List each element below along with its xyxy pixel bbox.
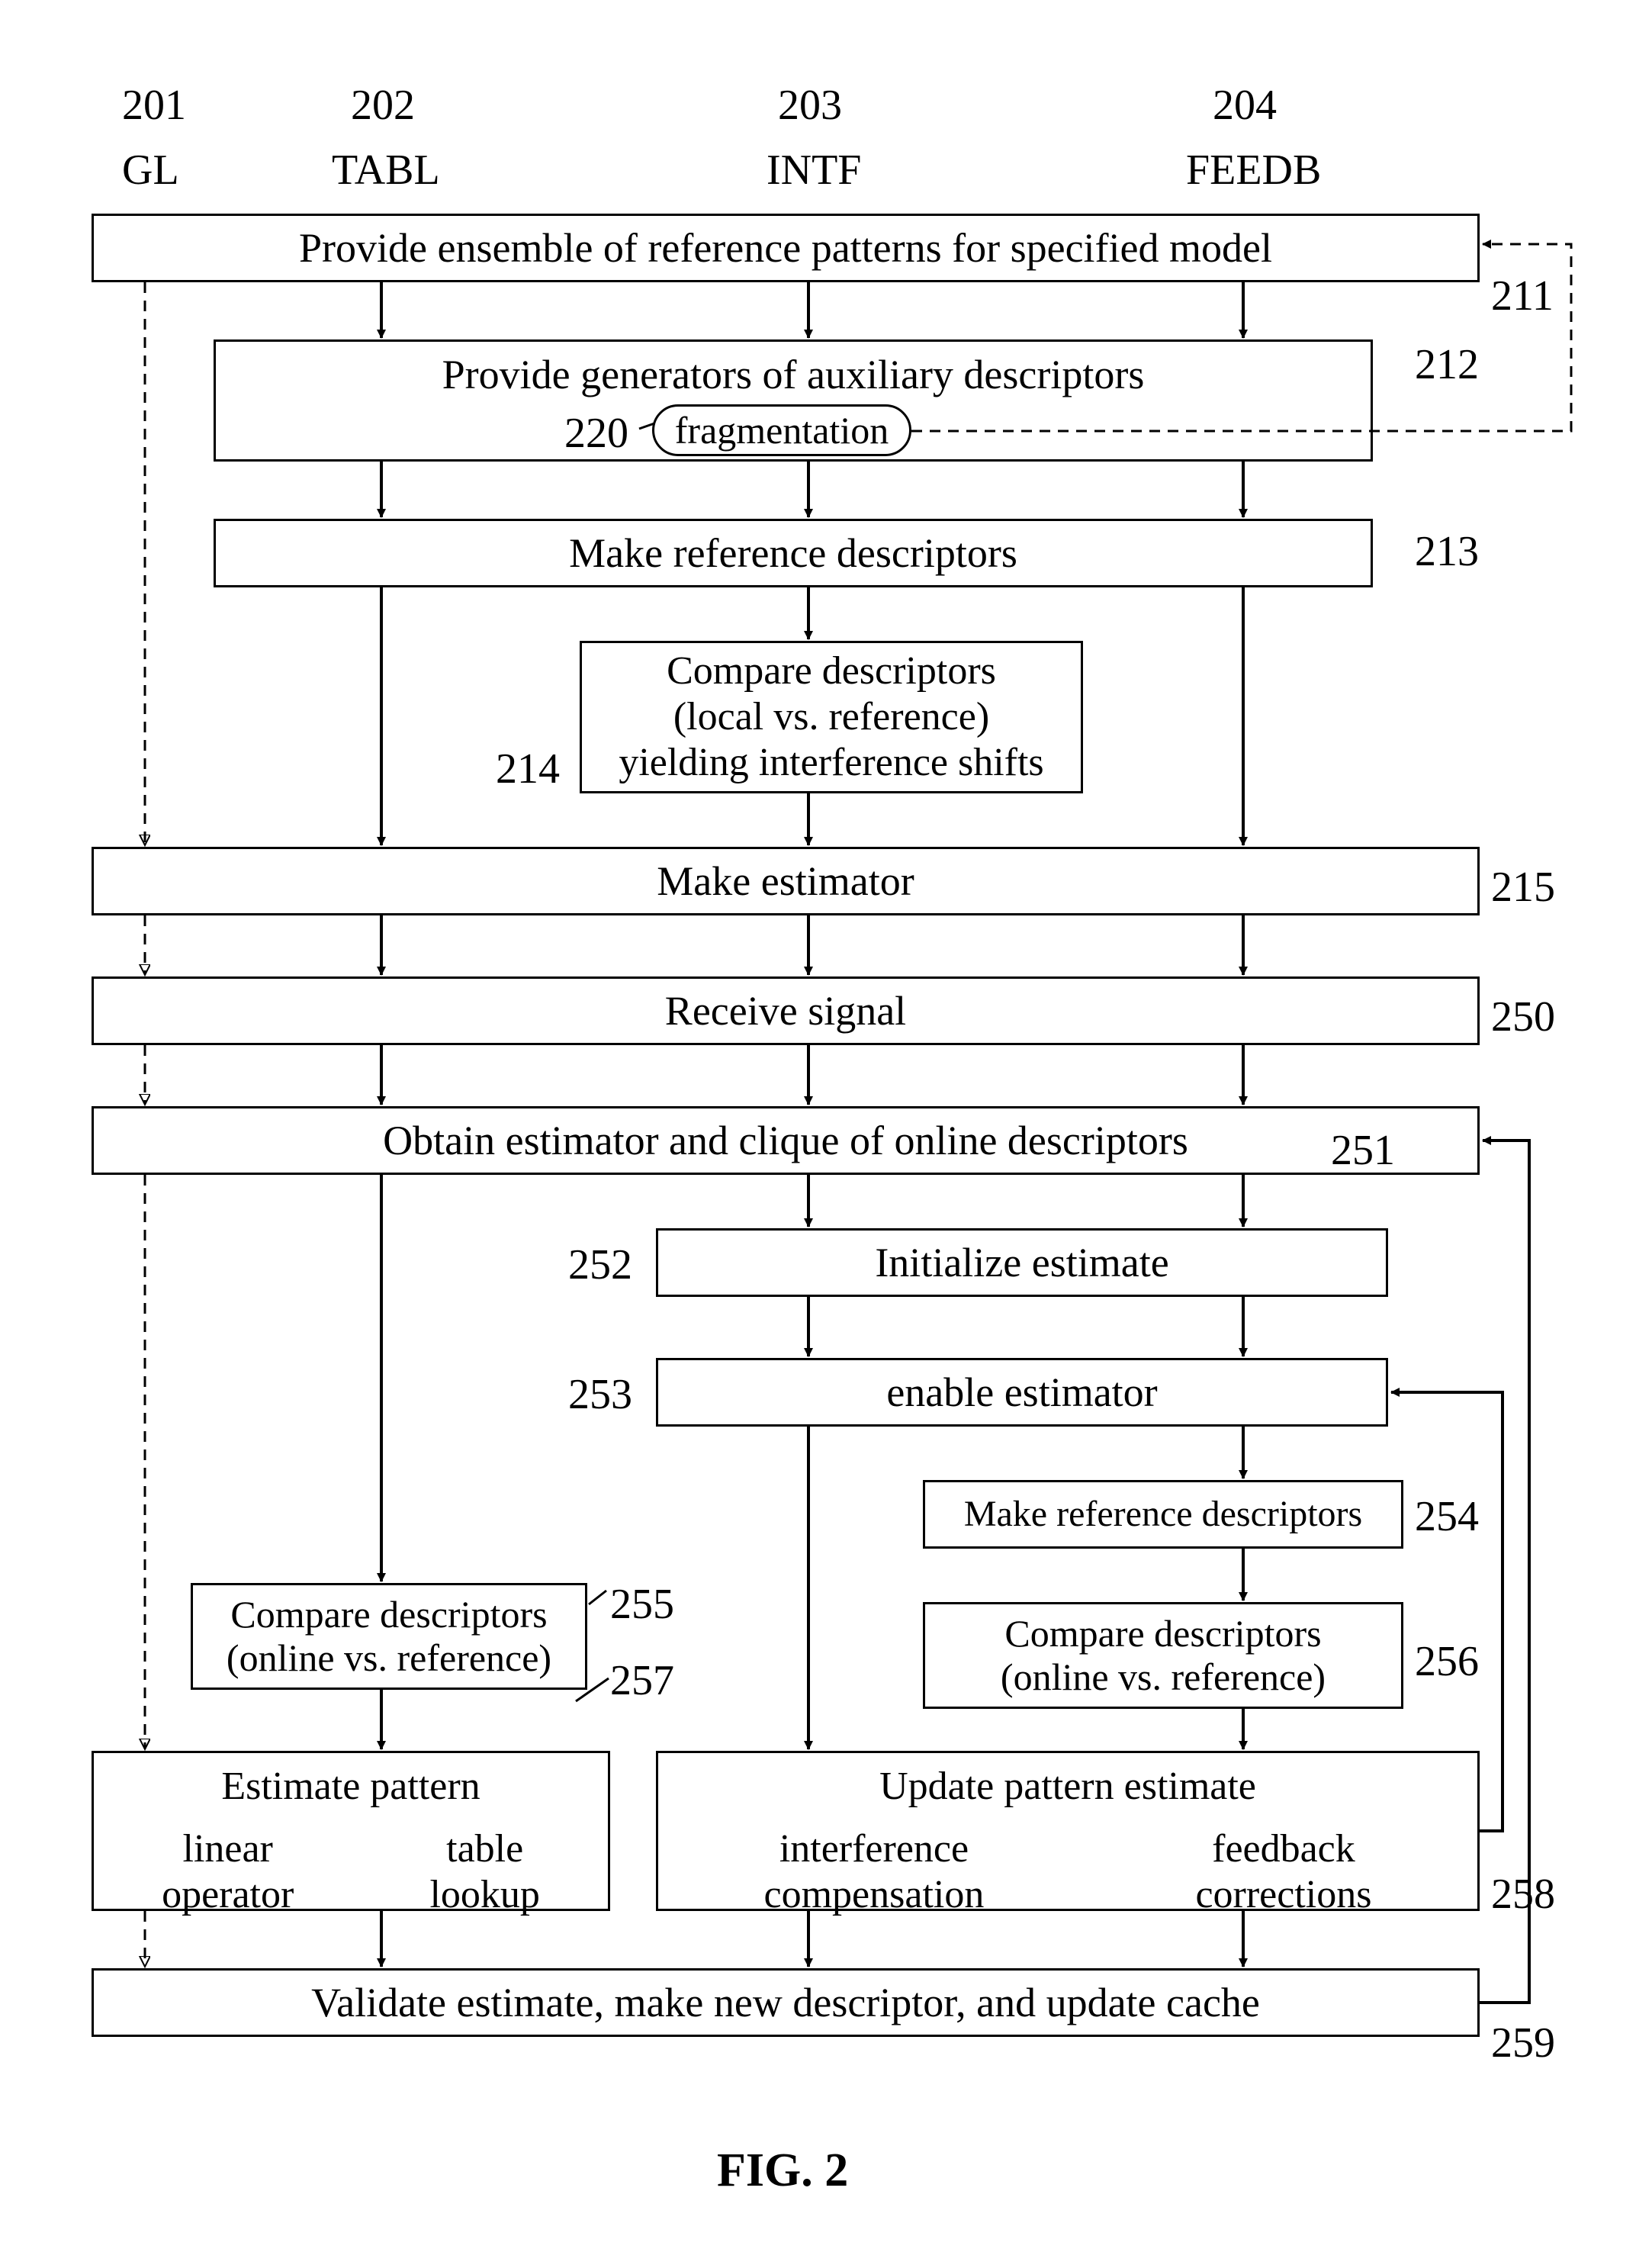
box-257-subl1: linear	[162, 1826, 294, 1872]
box-252: Initialize estimate	[656, 1228, 1388, 1297]
box-259-text: Validate estimate, make new descriptor, …	[311, 1979, 1260, 2026]
figure-caption: FIG. 2	[717, 2144, 848, 2198]
pill-fragmentation: fragmentation	[652, 404, 911, 456]
box-212-text: Provide generators of auxiliary descript…	[442, 351, 1145, 398]
col-num-203: 203	[778, 84, 842, 127]
ref-255: 255	[610, 1583, 674, 1626]
ref-250: 250	[1491, 996, 1555, 1038]
col-name-tabl: TABL	[332, 149, 440, 191]
ref-213: 213	[1415, 530, 1479, 573]
ref-251: 251	[1331, 1129, 1395, 1172]
ref-215: 215	[1491, 866, 1555, 909]
box-257: Estimate pattern linear operator table l…	[92, 1751, 610, 1911]
box-250: Receive signal	[92, 976, 1480, 1045]
pill-fragmentation-text: fragmentation	[675, 408, 889, 452]
col-name-feedb: FEEDB	[1186, 149, 1321, 191]
ref-258: 258	[1491, 1873, 1555, 1916]
ref-256: 256	[1415, 1640, 1479, 1683]
ref-211: 211	[1491, 275, 1554, 317]
box-258: Update pattern estimate interference com…	[656, 1751, 1480, 1911]
box-256: Compare descriptors (online vs. referenc…	[923, 1602, 1403, 1709]
box-254-text: Make reference descriptors	[964, 1493, 1362, 1535]
col-name-intf: INTF	[767, 149, 861, 191]
col-num-204: 204	[1213, 84, 1277, 127]
ref-220: 220	[564, 412, 628, 455]
box-211-text: Provide ensemble of reference patterns f…	[299, 224, 1272, 272]
ref-254: 254	[1415, 1495, 1479, 1538]
box-259: Validate estimate, make new descriptor, …	[92, 1968, 1480, 2037]
box-257-subr2: lookup	[429, 1872, 539, 1918]
box-257-subl2: operator	[162, 1872, 294, 1918]
box-256-l2: (online vs. reference)	[1001, 1655, 1326, 1700]
box-253-text: enable estimator	[886, 1369, 1157, 1416]
box-251-text: Obtain estimator and clique of online de…	[383, 1117, 1188, 1164]
box-254: Make reference descriptors	[923, 1480, 1403, 1549]
box-213: Make reference descriptors	[214, 519, 1373, 587]
box-258-subr2: corrections	[1195, 1872, 1371, 1918]
box-213-text: Make reference descriptors	[569, 529, 1017, 577]
box-214-l1: Compare descriptors	[667, 648, 996, 694]
box-258-title: Update pattern estimate	[879, 1764, 1256, 1810]
ref-212: 212	[1415, 343, 1479, 386]
box-215: Make estimator	[92, 847, 1480, 915]
box-258-subr1: feedback	[1195, 1826, 1371, 1872]
box-215-text: Make estimator	[657, 857, 914, 905]
box-256-l1: Compare descriptors	[1004, 1612, 1321, 1656]
box-255: Compare descriptors (online vs. referenc…	[191, 1583, 587, 1690]
ref-253: 253	[568, 1373, 632, 1416]
box-258-subl1: interference	[764, 1826, 985, 1872]
box-257-subr1: table	[429, 1826, 539, 1872]
box-211: Provide ensemble of reference patterns f…	[92, 214, 1480, 282]
box-214-l2: (local vs. reference)	[673, 694, 989, 740]
col-name-gl: GL	[122, 149, 179, 191]
col-num-202: 202	[351, 84, 415, 127]
box-255-l2: (online vs. reference)	[227, 1636, 551, 1681]
box-258-subl2: compensation	[764, 1872, 985, 1918]
ref-257: 257	[610, 1659, 674, 1702]
box-214: Compare descriptors (local vs. reference…	[580, 641, 1083, 793]
box-253: enable estimator	[656, 1358, 1388, 1427]
ref-252: 252	[568, 1243, 632, 1286]
ref-259: 259	[1491, 2022, 1555, 2064]
box-252-text: Initialize estimate	[875, 1239, 1168, 1286]
ref-214: 214	[496, 748, 560, 790]
box-250-text: Receive signal	[665, 987, 906, 1034]
col-num-201: 201	[122, 84, 186, 127]
box-255-l1: Compare descriptors	[230, 1593, 547, 1637]
box-257-title: Estimate pattern	[221, 1764, 480, 1810]
box-214-l3: yielding interference shifts	[619, 740, 1043, 786]
box-251: Obtain estimator and clique of online de…	[92, 1106, 1480, 1175]
